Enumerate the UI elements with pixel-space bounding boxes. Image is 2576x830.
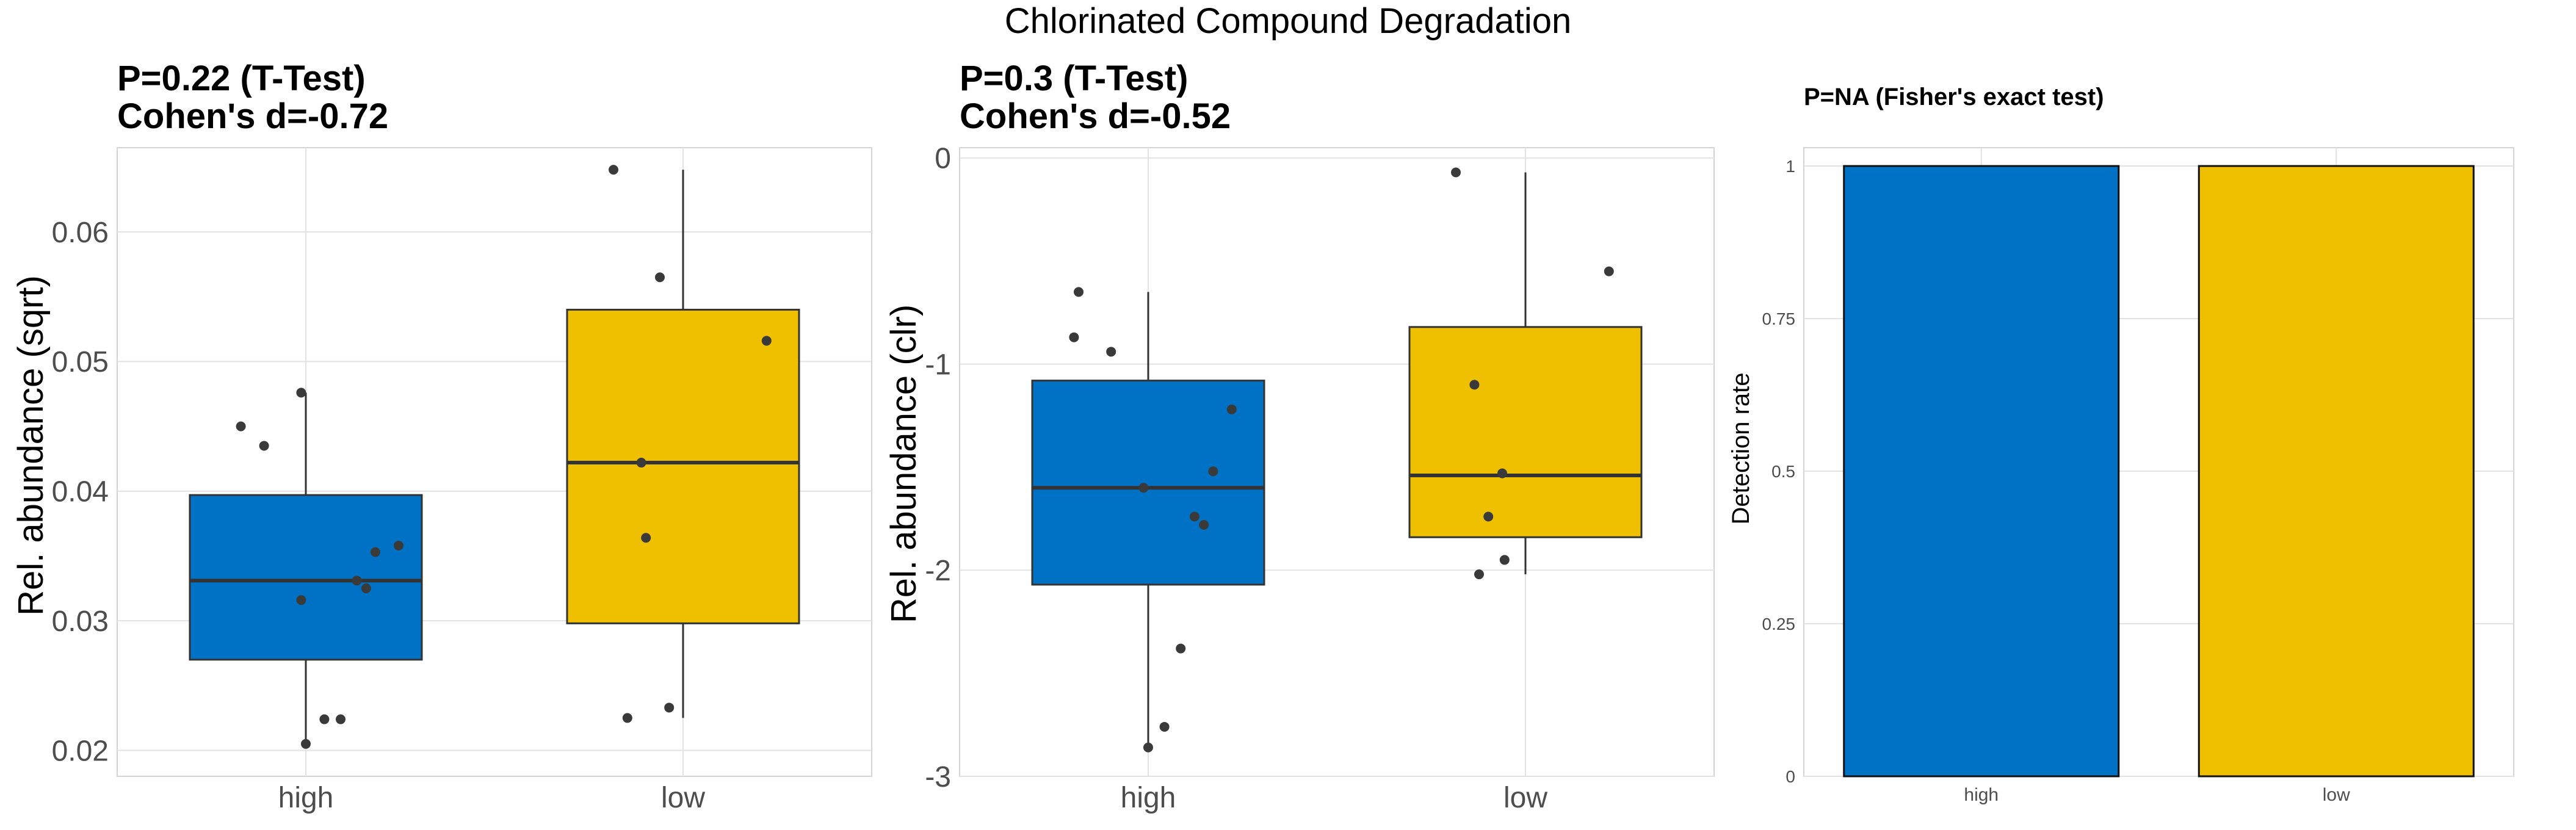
panel-subtitle-line1: P=0.22 (T-Test) [117, 59, 366, 98]
data-point-low [1497, 468, 1507, 478]
y-tick-label: 0.75 [1762, 309, 1796, 328]
data-point-high [1176, 643, 1186, 654]
panel-clr-boxplot: P=0.3 (T-Test) Cohen's d=-0.52 Rel. abun… [884, 59, 1715, 814]
panel-sqrt-boxplot: P=0.22 (T-Test) Cohen's d=-0.72 Rel. abu… [11, 59, 872, 814]
bar-high [1843, 165, 2120, 778]
data-point-high [1069, 332, 1079, 342]
data-point-high [1208, 466, 1218, 477]
x-tick-label-high: high [1121, 782, 1176, 814]
data-point-high [1159, 721, 1170, 732]
data-point-high [1074, 287, 1084, 297]
data-point-high [301, 738, 311, 749]
x-tick-label-low: low [2323, 785, 2350, 805]
y-tick-label: 0.04 [52, 476, 109, 508]
data-point-high [296, 388, 306, 398]
panel-subtitle-line2: Cohen's d=-0.52 [960, 96, 1231, 136]
data-point-low [1499, 555, 1510, 565]
box-high [1031, 380, 1265, 586]
data-point-high [236, 421, 246, 431]
y-axis-label: Rel. abundance (clr) [884, 305, 924, 623]
y-tick-label: -3 [925, 761, 951, 793]
data-point-high [319, 714, 330, 724]
y-tick-label: 0 [935, 143, 951, 175]
plot-area: 0 0.25 0.5 0.75 1 high low [1762, 147, 2514, 805]
x-tick-label-high: high [278, 782, 334, 814]
chart-title: Chlorinated Compound Degradation [1005, 1, 1572, 41]
y-tick-label: 0.5 [1771, 462, 1795, 481]
y-tick-label: 1 [1785, 157, 1795, 176]
data-point-high [361, 583, 371, 594]
box-low [566, 308, 800, 624]
plot-area: 0.02 0.03 0.04 0.05 0.06 high low [52, 147, 872, 814]
y-tick-label: 0.06 [52, 217, 109, 249]
bar-low [2198, 165, 2475, 778]
data-point-high [1138, 483, 1149, 493]
data-point-high [1106, 347, 1116, 357]
panel-detection-barplot: P=NA (Fisher's exact test) Detection rat… [1728, 84, 2514, 805]
x-tick-label-high: high [1964, 785, 1999, 805]
data-point-high [336, 714, 346, 724]
box-low [1408, 326, 1643, 538]
data-point-low [655, 272, 665, 283]
data-point-high [352, 576, 362, 586]
data-point-high [1226, 404, 1237, 414]
data-point-low [1604, 266, 1614, 276]
data-point-low [1469, 380, 1480, 390]
x-tick-label-low: low [661, 782, 705, 814]
data-point-high [1143, 742, 1153, 752]
data-point-low [1474, 569, 1484, 580]
data-point-high [296, 595, 306, 605]
y-tick-label: -2 [925, 555, 951, 587]
y-tick-label: 0.25 [1762, 615, 1796, 633]
y-tick-label: 0.05 [52, 346, 109, 378]
data-point-low [641, 533, 651, 543]
y-axis-label: Detection rate [1728, 372, 1754, 524]
data-point-high [371, 547, 380, 557]
panel-subtitle-line1: P=NA (Fisher's exact test) [1804, 84, 2104, 110]
box-high [189, 494, 423, 661]
data-point-high [394, 540, 403, 550]
y-tick-label: 0.03 [52, 605, 109, 638]
data-point-low [609, 165, 618, 175]
data-point-high [259, 441, 269, 451]
x-tick-label-low: low [1503, 782, 1547, 814]
y-tick-label: -1 [925, 348, 951, 381]
panel-subtitle-line2: Cohen's d=-0.72 [117, 96, 388, 136]
y-tick-label: 0 [1785, 767, 1795, 786]
panel-subtitle-line1: P=0.3 (T-Test) [960, 59, 1188, 98]
data-point-low [622, 713, 632, 723]
data-point-low [664, 702, 675, 713]
data-point-low [1483, 511, 1494, 522]
plot-area: -3 -2 -1 0 high low [925, 143, 1715, 814]
y-tick-label: 0.02 [52, 735, 109, 767]
data-point-low [761, 336, 772, 346]
y-axis-label: Rel. abundance (sqrt) [11, 275, 51, 616]
data-point-high [1199, 520, 1209, 530]
panel-border [117, 147, 872, 777]
data-point-low [1451, 167, 1461, 178]
data-point-low [636, 458, 646, 468]
data-point-high [1190, 511, 1199, 522]
